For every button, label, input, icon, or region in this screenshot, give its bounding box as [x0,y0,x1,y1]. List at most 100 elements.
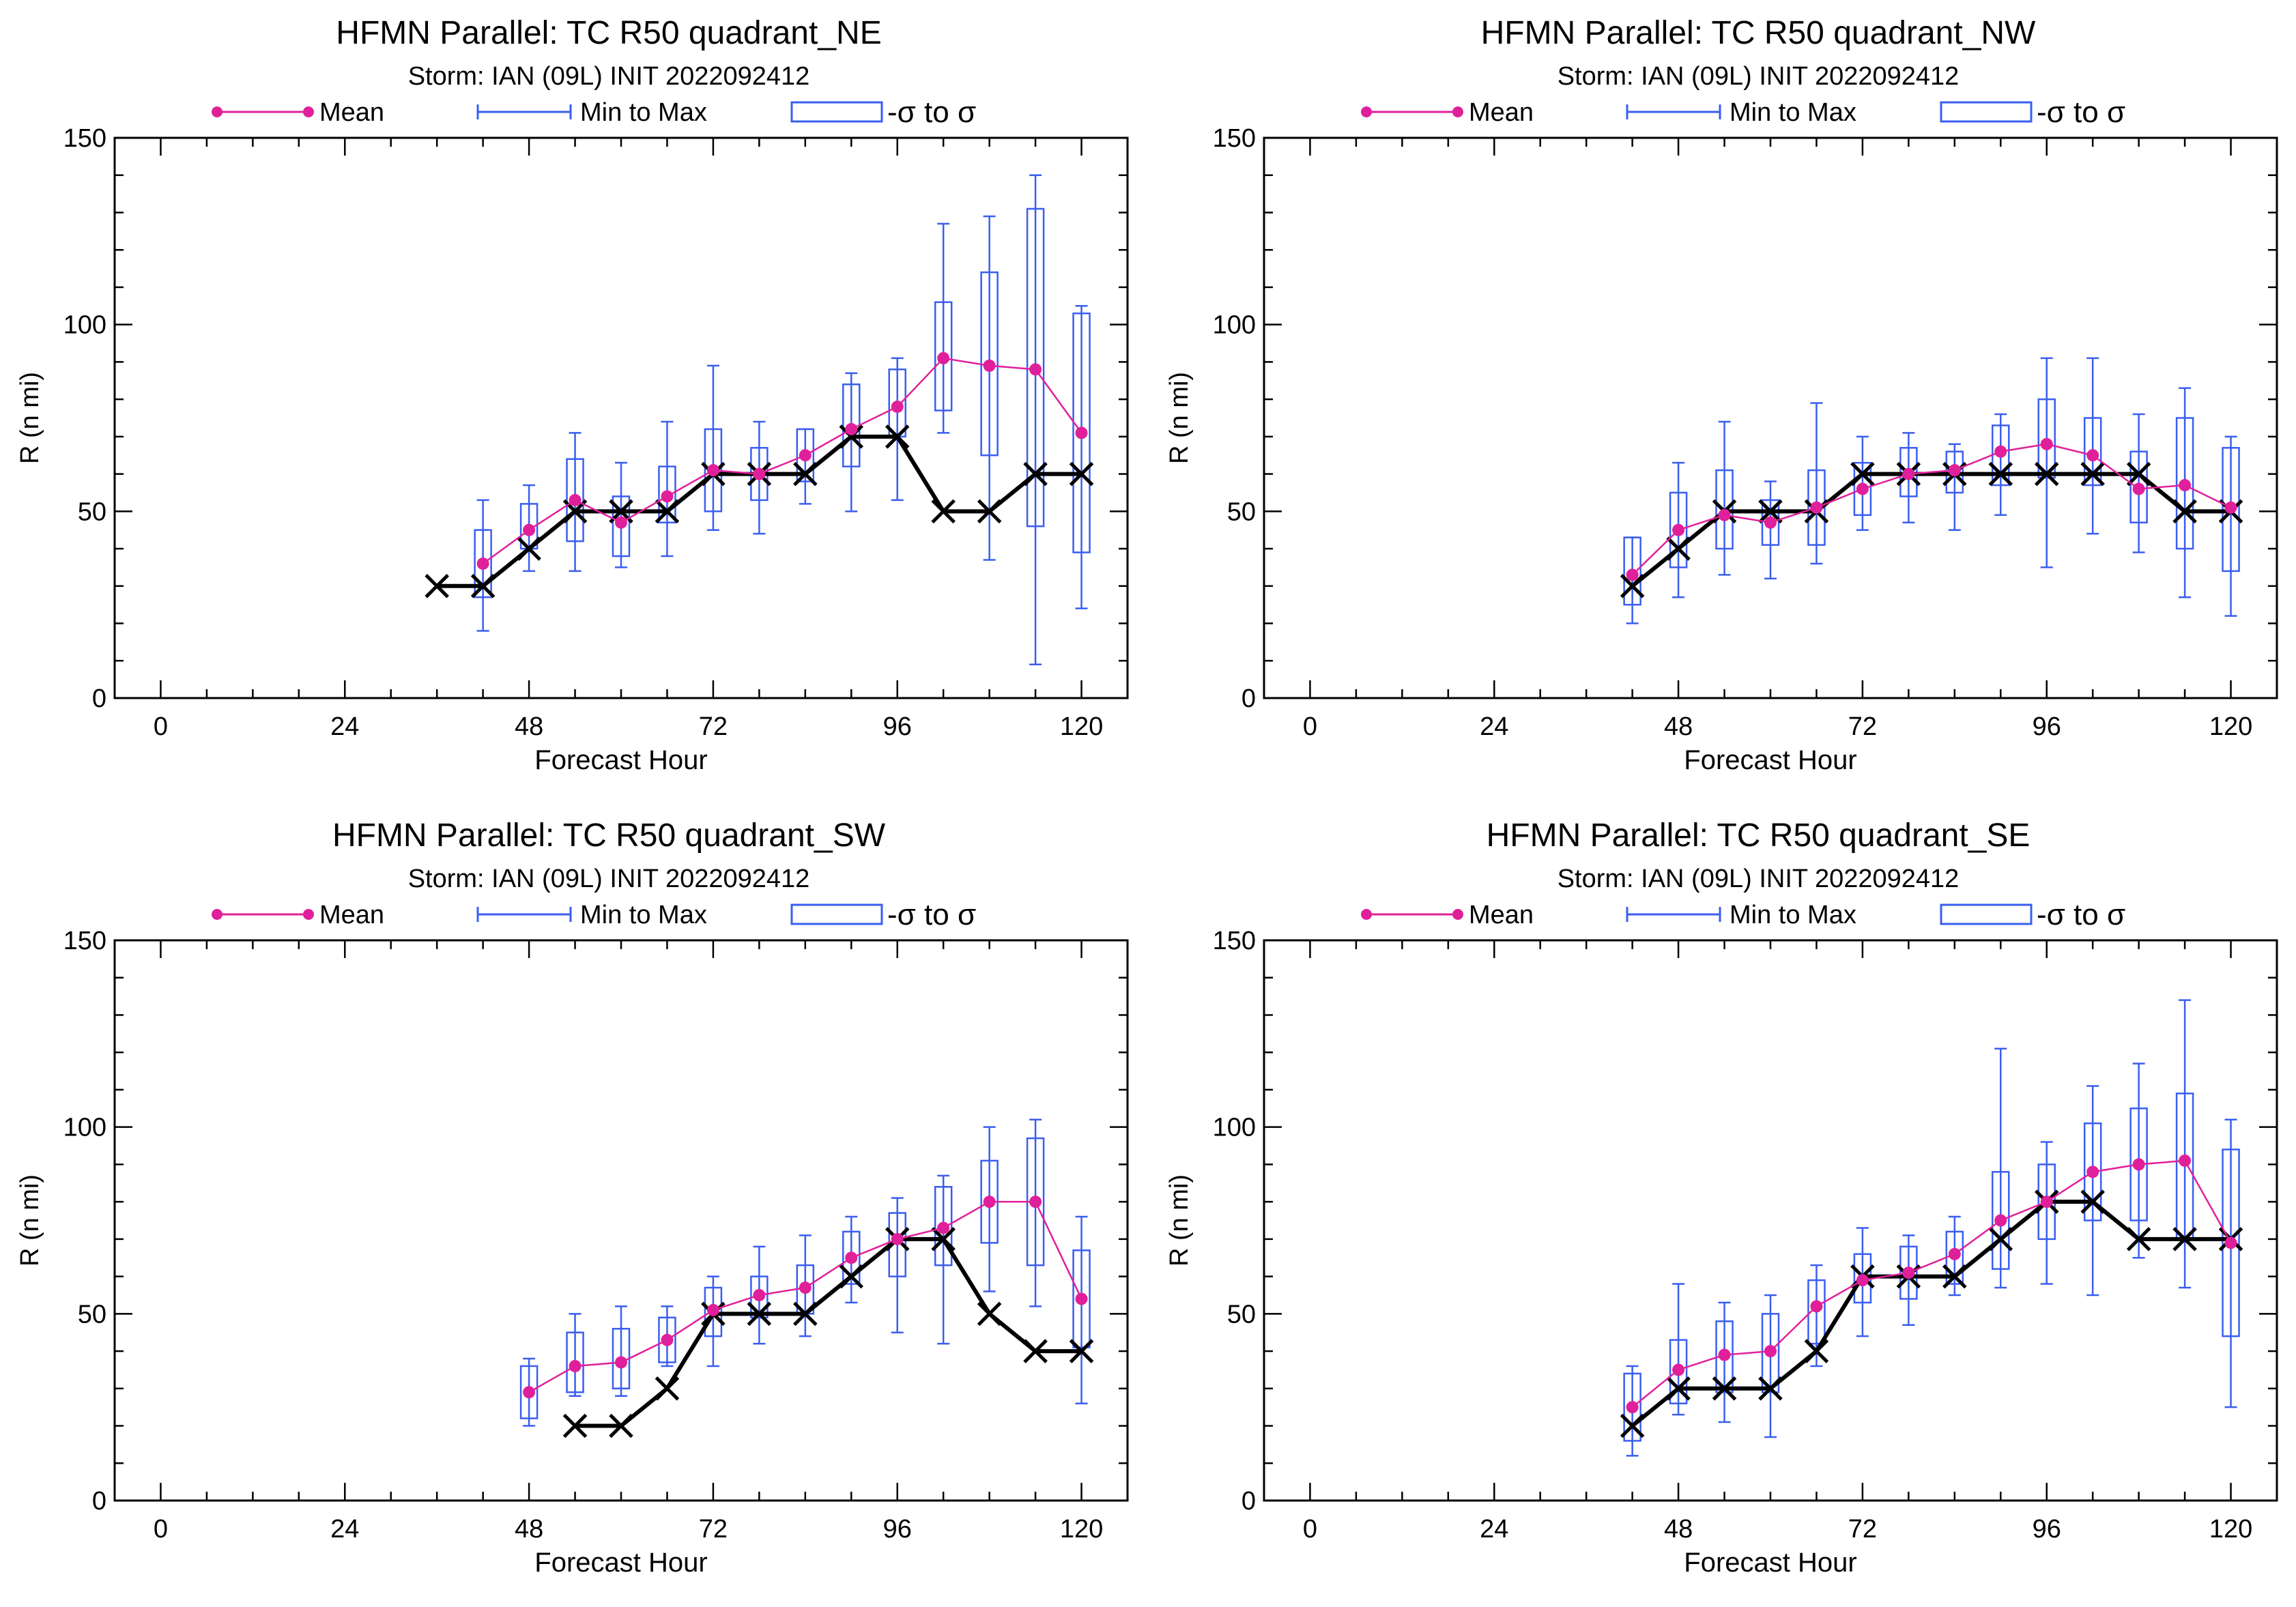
x-tick-label: 96 [2033,1515,2061,1544]
sigma-box [1072,312,1091,553]
mean-point [523,1386,536,1399]
mean-point [753,1288,766,1301]
chart-title: HFMN Parallel: TC R50 quadrant_NE [336,15,881,51]
sigma-box [1669,1339,1688,1404]
mean-point [2132,482,2145,495]
legend-mean-marker [212,909,223,920]
observed-series [562,1227,1094,1438]
legend-sigma-box [790,101,883,123]
legend-sigma-label: -σ to σ [2037,96,2125,129]
observed-x-stroke [655,499,680,524]
legend-sigma-label: -σ to σ [2037,898,2125,931]
mean-point [891,401,904,414]
y-tick-label: 150 [63,124,106,153]
x-tick-label: 0 [154,1515,168,1544]
legend-mean-marker [1452,909,1463,920]
y-tick-label: 100 [63,1114,106,1142]
observed-line [1631,472,2231,588]
observed-x-stroke [517,536,541,561]
x-tick-label: 48 [515,712,543,741]
y-tick-label: 50 [78,497,106,526]
observed-x-stroke [1850,461,1875,487]
y-tick-label: 150 [1213,927,1256,955]
sigma-box [2037,398,2056,479]
observed-x-stroke [793,1301,818,1327]
mean-series [476,351,1088,570]
sigma-box [1026,207,1045,527]
mean-point [1948,1247,1961,1260]
mean-point [1626,1401,1639,1414]
legend: Mean Min to Max -σ to σ [212,898,976,931]
sigma-box [566,458,584,542]
sigma-box [474,529,492,598]
sigma-box [1761,1313,1780,1393]
y-tick-label: 50 [78,1300,106,1329]
observed-line [575,1236,1082,1428]
observed-point [2080,1189,2105,1214]
legend-sigma-box [1940,903,2033,925]
plot-frame [1263,136,2278,699]
y-tick-label: 0 [92,684,106,713]
legend: Mean Min to Max -σ to σ [212,96,976,129]
observed-x-stroke [470,574,496,598]
chart-panel-2: HFMN Parallel: TC R50 quadrant_NW Storm: … [1165,15,2278,775]
chart-panel-1: HFMN Parallel: TC R50 quadrant_NE Storm: … [16,15,1129,775]
x-tick-label: 48 [1664,712,1693,741]
legend-range-label: Min to Max [580,98,707,127]
mean-point [2132,1158,2145,1171]
x-tick-label: 120 [1060,712,1103,741]
x-tick-label: 0 [1303,1515,1317,1544]
observed-point [655,499,680,524]
observed-series [1620,1189,2243,1438]
observed-point [2172,499,2197,524]
observed-x-stroke [747,1301,772,1327]
observed-x-stroke [1069,1339,1094,1363]
mean-point [799,1282,812,1294]
sigma-box [934,1185,953,1266]
legend-mean-label: Mean [1469,98,1534,127]
x-tick-label: 72 [699,712,728,741]
sigma-box [2129,450,2148,524]
observed-point [793,461,818,487]
mean-point [1810,501,1823,514]
sigma-box [796,428,815,482]
observed-point [2080,461,2105,487]
sigma-box [1072,1249,1091,1348]
observed-point [1850,461,1875,487]
mean-point [1672,1363,1685,1376]
observed-x-stroke [1804,1339,1829,1363]
mean-point [1856,482,1869,495]
sigma-box [658,465,676,524]
sigma-box [2175,417,2194,550]
observed-x-stroke [2172,499,2197,524]
observed-point [931,1227,956,1251]
x-tick-label: 120 [2209,712,2252,741]
x-tick-label: 48 [1664,1515,1693,1544]
observed-x-stroke [2080,1189,2105,1214]
mean-point [1672,523,1685,536]
observed-x-stroke [1069,461,1094,487]
mean-point [2179,1154,2192,1167]
chart-subtitle: Storm: IAN (09L) INIT 2022092412 [408,865,810,893]
chart-panel-3: HFMN Parallel: TC R50 quadrant_SW Storm: … [16,817,1129,1578]
mean-point [1029,363,1042,376]
chart-panel-4: HFMN Parallel: TC R50 quadrant_SE Storm: … [1165,817,2278,1578]
legend-range-label: Min to Max [1730,901,1856,929]
plot-area: 0 24 48 72 96 120 0 50 100 150 Forecast Hour R (n m… [16,927,1129,1578]
mean-line [1631,443,2232,576]
observed-point [1620,1413,1645,1438]
observed-point [747,1301,772,1327]
mean-point [1075,426,1088,439]
mean-point [799,449,812,462]
x-tick-label: 24 [330,1515,359,1544]
observed-point [793,1301,818,1327]
range-series [474,174,1091,665]
mean-line [1631,1159,2232,1408]
mean-point [706,1303,719,1316]
mean-point [2040,1196,2053,1208]
x-tick-label: 24 [1480,1515,1508,1544]
mean-series [523,1196,1088,1399]
observed-x-stroke [425,574,449,598]
legend-mean-marker [212,106,223,117]
observed-point [931,499,956,524]
